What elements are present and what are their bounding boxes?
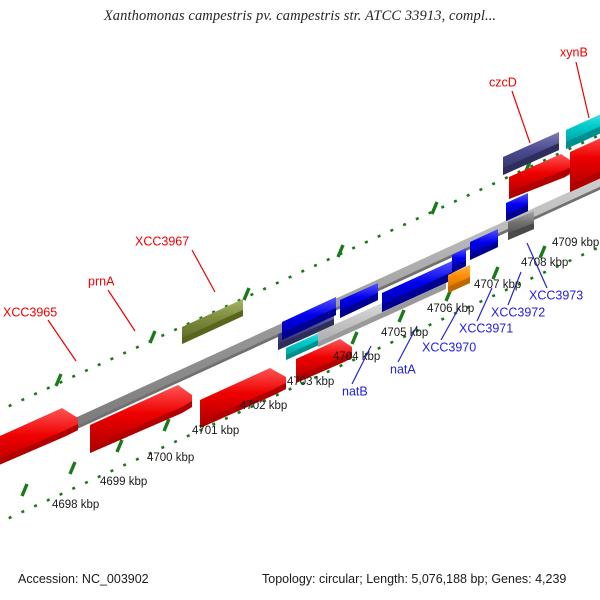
gene-red-4[interactable] xyxy=(296,339,352,383)
gene-red-3[interactable] xyxy=(200,368,286,428)
ruler-label: 4709 kbp xyxy=(552,237,599,249)
ruler-label: 4700 kbp xyxy=(147,452,194,464)
ruler-label: 4706 kbp xyxy=(427,303,474,315)
label-xynb[interactable]: xynB xyxy=(560,45,588,59)
gene-xcc3972[interactable] xyxy=(448,265,470,293)
genome-summary-status: Topology: circular; Length: 5,076,188 bp… xyxy=(262,572,567,586)
page-title: Xanthomonas campestris pv. campestris st… xyxy=(103,8,497,24)
leader-natb xyxy=(351,345,372,385)
feature-labels: XCC3965 prnA XCC3967 czcD xynB natB natA… xyxy=(3,45,588,398)
ruler-label: 4704 kbp xyxy=(333,351,380,363)
gene-xcc3971[interactable] xyxy=(340,283,378,318)
label-xcc3973[interactable]: XCC3973 xyxy=(529,288,583,302)
label-natb[interactable]: natB xyxy=(342,384,368,398)
gene-blue-small-b[interactable] xyxy=(470,229,498,260)
leader-czcd xyxy=(511,90,531,144)
gene-xcc3967[interactable] xyxy=(182,299,243,344)
label-nata[interactable]: natA xyxy=(390,362,416,376)
gene-blue-small-c[interactable] xyxy=(506,193,528,221)
gene-cluster-central xyxy=(278,193,534,360)
gene-xcc3965[interactable] xyxy=(0,408,78,474)
leader-xcc3973 xyxy=(526,242,548,289)
gene-blue-small-a[interactable] xyxy=(452,248,466,273)
label-xcc3967[interactable]: XCC3967 xyxy=(135,234,189,248)
ruler-label: 4708 kbp xyxy=(521,257,568,269)
leader-xcc3967 xyxy=(191,249,216,293)
label-xcc3972[interactable]: XCC3972 xyxy=(491,305,545,319)
label-leader-lines xyxy=(47,61,590,385)
gene-prna[interactable] xyxy=(90,385,192,453)
gene-xynb[interactable] xyxy=(566,109,600,149)
gene-czcd[interactable] xyxy=(503,132,559,175)
label-xcc3965[interactable]: XCC3965 xyxy=(3,305,57,319)
gene-red-under-xynb[interactable] xyxy=(570,133,600,192)
ruler-label: 4707 kbp xyxy=(474,279,521,291)
leader-xcc3970 xyxy=(440,305,461,341)
gene-xcc3973[interactable] xyxy=(508,211,534,240)
gene-xcc3970[interactable] xyxy=(282,297,336,340)
ruler-label: 4705 kbp xyxy=(381,327,428,339)
gene-blue-large[interactable] xyxy=(382,261,452,312)
gene-red-under-czcd[interactable] xyxy=(509,154,573,199)
label-czcd[interactable]: czcD xyxy=(489,75,517,89)
leader-prna xyxy=(107,289,136,332)
label-xcc3970[interactable]: XCC3970 xyxy=(422,340,476,354)
leader-xynb xyxy=(575,61,590,119)
leader-xcc3971 xyxy=(476,287,493,322)
label-xcc3971[interactable]: XCC3971 xyxy=(459,321,513,335)
label-prna[interactable]: prnA xyxy=(88,274,115,288)
accession-status: Accession: NC_003902 xyxy=(18,572,149,586)
leader-xcc3965 xyxy=(47,319,77,362)
ruler-label: 4701 kbp xyxy=(192,425,239,437)
gene-cluster-upper-right xyxy=(503,109,600,199)
ruler-label: 4702 kbp xyxy=(240,400,287,412)
ruler-label: 4703 kbp xyxy=(287,376,334,388)
ruler-label: 4699 kbp xyxy=(100,476,147,488)
leader-nata xyxy=(397,325,418,363)
leader-xcc3972 xyxy=(507,271,522,306)
gene-row-below xyxy=(0,339,352,474)
ruler-label: 4698 kbp xyxy=(52,499,99,511)
ruler-tick-labels: 4698 kbp 4699 kbp 4700 kbp 4701 kbp 4702… xyxy=(52,237,599,511)
